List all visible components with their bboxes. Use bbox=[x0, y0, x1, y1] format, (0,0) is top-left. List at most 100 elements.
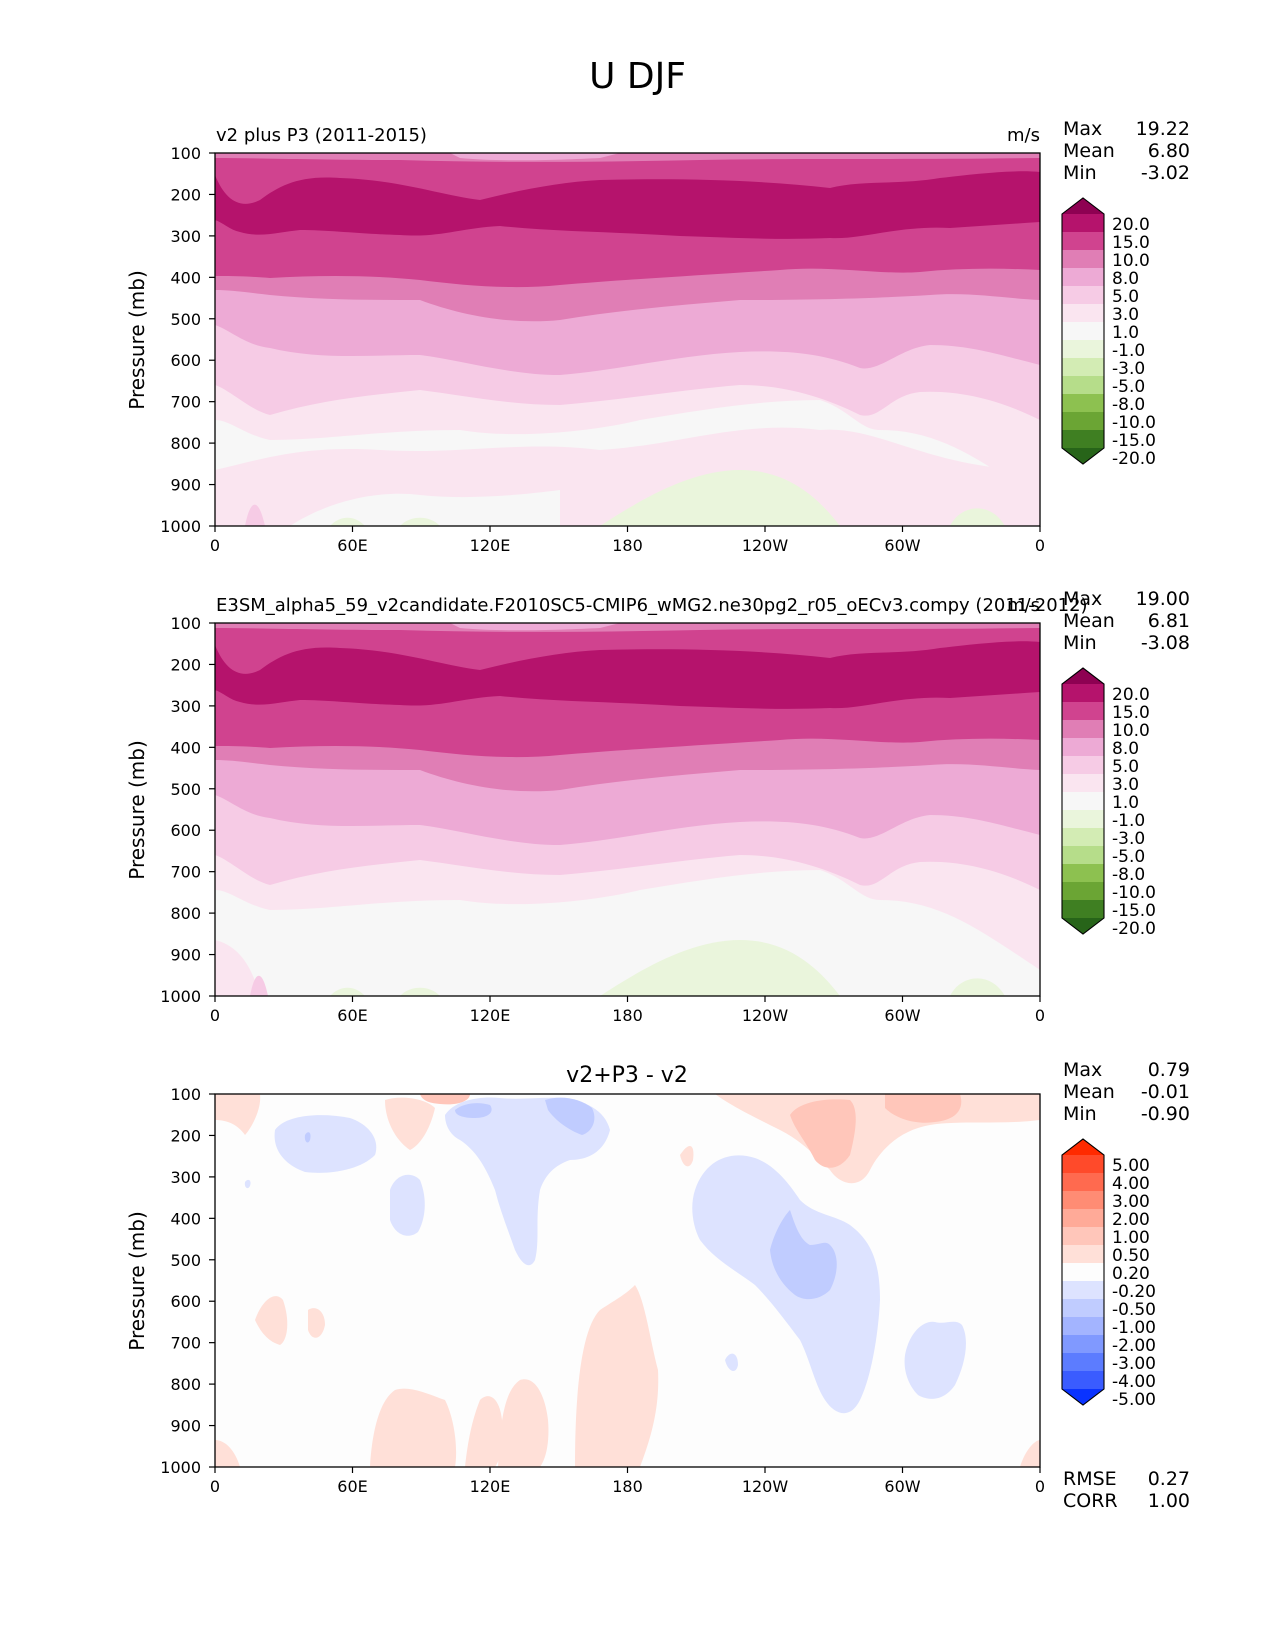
panel-3-ylabel: Pressure (mb) bbox=[125, 1211, 149, 1351]
stat-value: 19.00 bbox=[1136, 588, 1190, 610]
colorbar-segment bbox=[1062, 810, 1104, 829]
xtick-label: 120E bbox=[470, 1477, 511, 1496]
panel-3-error-stats: RMSE 0.27 CORR 1.00 bbox=[1063, 1468, 1190, 1512]
xtick-label: 60W bbox=[884, 536, 920, 555]
contour-band-neg1 bbox=[600, 470, 840, 526]
colorbar-level-label: -20.0 bbox=[1112, 449, 1156, 469]
stat-value: -3.08 bbox=[1141, 632, 1190, 654]
colorbar-level-label: 2.00 bbox=[1112, 1210, 1150, 1230]
xtick-label: 180 bbox=[612, 1477, 643, 1496]
stat-label: Min bbox=[1063, 1103, 1097, 1125]
colorbar-level-label: 1.0 bbox=[1112, 323, 1139, 343]
contour-band-5 bbox=[450, 153, 620, 161]
colorbar-level-label: 20.0 bbox=[1112, 215, 1150, 235]
colorbar-extend-bottom bbox=[1062, 448, 1104, 464]
contour-band-pos02 bbox=[215, 1440, 240, 1467]
panel-3: v2+P3 - v2 bbox=[125, 1059, 1190, 1512]
ytick-label: 400 bbox=[170, 738, 201, 757]
xtick-label: 120E bbox=[470, 1006, 511, 1025]
contour-band-3 bbox=[250, 975, 268, 996]
stat-label: Max bbox=[1063, 118, 1102, 140]
colorbar-segment bbox=[1062, 1191, 1104, 1210]
colorbar-segment bbox=[1062, 756, 1104, 775]
colorbar-level-label: 4.00 bbox=[1112, 1174, 1150, 1194]
colorbar-level-label: -5.0 bbox=[1112, 377, 1145, 397]
colorbar-extend-bottom bbox=[1062, 1389, 1104, 1405]
colorbar-level-label: -8.0 bbox=[1112, 395, 1145, 415]
contour-band-pos02 bbox=[575, 1285, 659, 1467]
colorbar-level-label: 0.50 bbox=[1112, 1246, 1150, 1266]
ytick-label: 800 bbox=[170, 434, 201, 453]
panel-2-stats: Max 19.00 Mean 6.81 Min -3.08 bbox=[1063, 588, 1190, 654]
contour-band-neg05 bbox=[545, 1097, 595, 1135]
panel-2-colorbar: 20.015.010.08.05.03.01.0-1.0-3.0-5.0-8.0… bbox=[1061, 667, 1156, 939]
colorbar-extend-top bbox=[1062, 198, 1104, 214]
contour-band-neg02 bbox=[725, 1353, 738, 1372]
ytick-label: 600 bbox=[170, 351, 201, 370]
colorbar-segment bbox=[1062, 304, 1104, 323]
colorbar-level-label: 10.0 bbox=[1112, 251, 1150, 271]
colorbar-level-label: -0.50 bbox=[1112, 1300, 1156, 1320]
colorbar-level-label: 3.0 bbox=[1112, 305, 1139, 325]
colorbar-level-label: -15.0 bbox=[1112, 901, 1156, 921]
contour-band-pos05 bbox=[885, 1094, 962, 1123]
contour-band-1 bbox=[215, 940, 260, 996]
error-stat-value: 0.27 bbox=[1148, 1468, 1190, 1490]
ytick-label: 700 bbox=[170, 1334, 201, 1353]
contour-band-pos02 bbox=[370, 1388, 457, 1467]
colorbar-segment bbox=[1062, 1263, 1104, 1282]
stat-label: Max bbox=[1063, 1059, 1102, 1081]
colorbar-level-label: 5.0 bbox=[1112, 757, 1139, 777]
panel-1-title: v2 plus P3 (2011-2015) bbox=[216, 125, 427, 146]
colorbar-segment bbox=[1062, 430, 1104, 449]
panel-1-xaxis: 0 60E 120E 180 120W 60W 0 bbox=[210, 526, 1045, 555]
stat-label: Mean bbox=[1063, 1081, 1115, 1103]
colorbar-segment bbox=[1062, 1209, 1104, 1228]
colorbar-level-label: -5.0 bbox=[1112, 847, 1145, 867]
colorbar-level-label: 15.0 bbox=[1112, 233, 1150, 253]
colorbar-level-label: -8.0 bbox=[1112, 865, 1145, 885]
figure-title: U DJF bbox=[589, 56, 686, 97]
xtick-label: 60E bbox=[337, 1477, 367, 1496]
contour-band-neg02 bbox=[445, 1097, 610, 1266]
ytick-label: 400 bbox=[170, 268, 201, 287]
contour-band-neg02 bbox=[274, 1115, 377, 1173]
colorbar-extend-top bbox=[1062, 1139, 1104, 1155]
panel-2-xaxis: 0 60E 120E 180 120W 60W 0 bbox=[210, 996, 1045, 1025]
colorbar-segment bbox=[1062, 340, 1104, 359]
contour-band-15 bbox=[215, 641, 1040, 709]
ytick-label: 400 bbox=[170, 1209, 201, 1228]
contour-band-neg02 bbox=[390, 1174, 425, 1236]
ytick-label: 100 bbox=[170, 144, 201, 163]
panel-3-yaxis: 100 200 300 400 500 600 700 800 900 1000 bbox=[160, 1085, 215, 1477]
colorbar-level-label: -2.00 bbox=[1112, 1336, 1156, 1356]
colorbar-level-label: -1.00 bbox=[1112, 1318, 1156, 1338]
xtick-label: 0 bbox=[1035, 536, 1045, 555]
panel-3-contours bbox=[215, 1094, 1040, 1467]
colorbar-segment bbox=[1062, 774, 1104, 793]
colorbar-segment bbox=[1062, 828, 1104, 847]
ytick-label: 1000 bbox=[160, 987, 201, 1006]
contour-band-5 bbox=[450, 623, 620, 631]
xtick-label: 60W bbox=[884, 1006, 920, 1025]
stat-value: -0.90 bbox=[1141, 1103, 1190, 1125]
xtick-label: 120W bbox=[742, 1477, 789, 1496]
xtick-label: 0 bbox=[1035, 1006, 1045, 1025]
xtick-label: 0 bbox=[210, 1477, 220, 1496]
colorbar-outline bbox=[1061, 667, 1105, 935]
colorbar-segment bbox=[1062, 1317, 1104, 1336]
contour-band-15 bbox=[215, 171, 1040, 239]
stat-label: Min bbox=[1063, 162, 1097, 184]
colorbar-segment bbox=[1062, 1299, 1104, 1318]
colorbar-extend-bottom bbox=[1062, 918, 1104, 934]
panel-2-units: m/s bbox=[1007, 595, 1040, 616]
colorbar-segment bbox=[1062, 1173, 1104, 1192]
colorbar-segment bbox=[1062, 358, 1104, 377]
colorbar-level-label: -3.0 bbox=[1112, 829, 1145, 849]
panel-2: E3SM_alpha5_59_v2candidate.F2010SC5-CMIP… bbox=[125, 588, 1190, 1025]
colorbar-segment bbox=[1062, 376, 1104, 395]
stat-label: Mean bbox=[1063, 610, 1115, 632]
panel-2-yaxis: 100 200 300 400 500 600 700 800 900 1000 bbox=[160, 614, 215, 1006]
stat-value: 6.81 bbox=[1148, 610, 1190, 632]
